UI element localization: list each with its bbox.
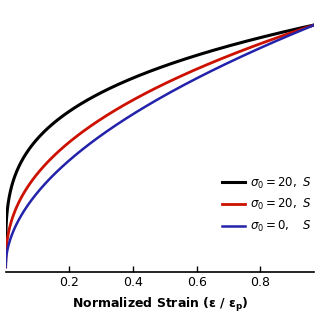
Legend: $\sigma_0 = 20,\ S$, $\sigma_0 = 20,\ S$, $\sigma_0 = 0,\ \ \ S$: $\sigma_0 = 20,\ S$, $\sigma_0 = 20,\ S$… (222, 175, 312, 234)
X-axis label: $\mathbf{Normalized\ Strain\ (\varepsilon\ /\ \varepsilon_p)}$: $\mathbf{Normalized\ Strain\ (\varepsilo… (72, 296, 248, 315)
